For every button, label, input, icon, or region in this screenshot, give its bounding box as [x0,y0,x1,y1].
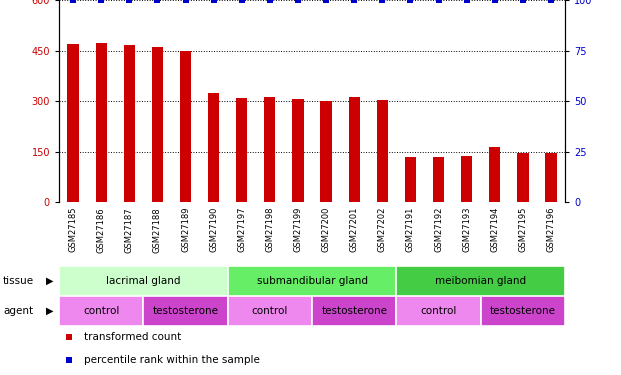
Point [546,0,556,3]
Bar [348,97,360,202]
Point [96,0,106,3]
Text: control: control [420,306,457,316]
Bar [59,296,143,326]
Text: GSM27202: GSM27202 [378,207,387,252]
Text: GSM27190: GSM27190 [209,207,218,252]
Point [490,0,500,3]
Bar [396,266,565,296]
Point [518,0,528,3]
Bar [265,97,276,202]
Bar [228,296,312,326]
Bar [228,266,396,296]
Text: GSM27185: GSM27185 [68,207,78,252]
Text: GSM27195: GSM27195 [519,207,527,252]
Text: meibomian gland: meibomian gland [435,276,527,286]
Bar [124,45,135,203]
Bar [320,100,332,202]
Text: agent: agent [3,306,34,316]
Text: GSM27199: GSM27199 [294,207,302,252]
Bar [292,99,304,202]
Text: GSM27201: GSM27201 [350,207,359,252]
Bar [236,98,247,202]
Text: percentile rank within the sample: percentile rank within the sample [84,356,260,365]
Point [237,0,247,3]
Text: submandibular gland: submandibular gland [256,276,368,286]
Bar [377,100,388,202]
Text: GSM27200: GSM27200 [322,207,330,252]
Text: transformed count: transformed count [84,332,181,342]
Point [293,0,303,3]
Text: lacrimal gland: lacrimal gland [106,276,181,286]
Text: tissue: tissue [3,276,34,286]
Text: GSM27186: GSM27186 [97,207,106,253]
Text: GSM27197: GSM27197 [237,207,247,252]
Bar [68,44,79,203]
Text: GSM27196: GSM27196 [546,207,556,252]
Bar [312,296,396,326]
Bar [489,147,501,202]
Point [64,357,74,363]
Point [462,0,472,3]
Bar [405,157,416,203]
Bar [461,156,473,203]
Text: ▶: ▶ [46,276,53,286]
Point [265,0,275,3]
Text: GSM27191: GSM27191 [406,207,415,252]
Text: testosterone: testosterone [153,306,219,316]
Bar [433,157,444,203]
Point [321,0,331,3]
Bar [143,296,228,326]
Bar [481,296,565,326]
Bar [96,43,107,203]
Point [406,0,415,3]
Text: GSM27194: GSM27194 [491,207,499,252]
Bar [545,153,556,203]
Point [209,0,219,3]
Bar [208,93,219,202]
Bar [152,46,163,202]
Text: testosterone: testosterone [321,306,388,316]
Text: GSM27193: GSM27193 [462,207,471,252]
Point [68,0,78,3]
Text: GSM27192: GSM27192 [434,207,443,252]
Point [124,0,134,3]
Point [433,0,443,3]
Point [349,0,359,3]
Text: ▶: ▶ [46,306,53,316]
Bar [180,51,191,202]
Bar [396,296,481,326]
Text: control: control [252,306,288,316]
Text: testosterone: testosterone [490,306,556,316]
Point [181,0,191,3]
Point [64,334,74,340]
Text: GSM27198: GSM27198 [265,207,274,252]
Text: GSM27187: GSM27187 [125,207,134,253]
Point [152,0,162,3]
Text: GSM27188: GSM27188 [153,207,162,253]
Text: control: control [83,306,119,316]
Bar [59,266,228,296]
Text: GSM27189: GSM27189 [181,207,190,252]
Point [378,0,388,3]
Bar [517,153,528,203]
